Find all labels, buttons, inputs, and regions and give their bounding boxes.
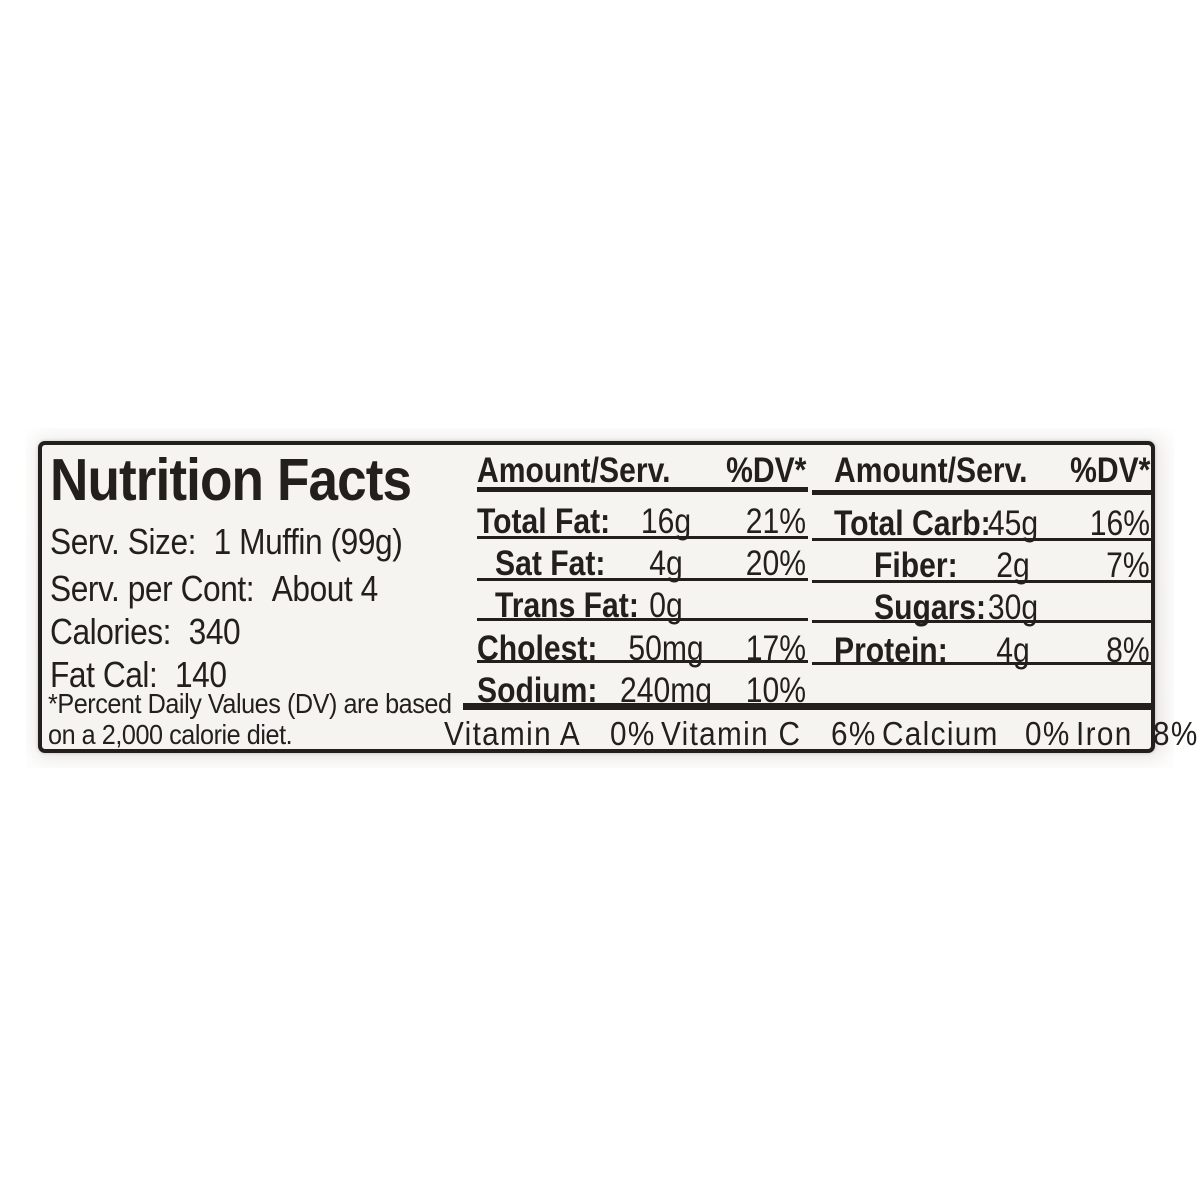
rule-sugars (812, 620, 1152, 623)
footnote-line-1: *Percent Daily Values (DV) are based (48, 688, 452, 719)
nutrition-facts-label: Nutrition Facts Serv. Size: 1 Muffin (99g… (38, 441, 1197, 753)
total-fat-row: Total Fat: 16g 21% (477, 502, 806, 541)
vitamin-a-item: Vitamin A 0% (444, 715, 656, 752)
serving-size-value: 1 Muffin (99g) (213, 521, 403, 562)
column-1-dv-header: %DV* (725, 451, 806, 490)
column-2-dv-header: %DV* (1069, 451, 1150, 490)
rule-fiber (812, 580, 1152, 583)
fiber-row: Fiber: 2g 7% (874, 546, 1150, 585)
rule-sat-fat (477, 578, 808, 581)
column-1-header: Amount/Serv. %DV* (477, 451, 808, 490)
fat-calories-value: 140 (175, 654, 227, 695)
rule-total-carb (812, 538, 1152, 541)
column-2-amount-header: Amount/Serv. (834, 451, 1028, 490)
fat-calories-row: Fat Cal: 140 (50, 654, 227, 696)
rule-above-micronutrients (463, 703, 1152, 710)
rule-total-fat (477, 536, 808, 539)
rule-trans-fat (477, 618, 808, 621)
calories-label: Calories: (50, 611, 172, 652)
serving-size-row: Serv. Size: 1 Muffin (99g) (50, 521, 403, 563)
rule-protein (812, 662, 1152, 665)
serving-size-label: Serv. Size: (50, 521, 196, 562)
servings-per-container-value: About 4 (271, 568, 379, 609)
rule-cholesterol (477, 660, 808, 663)
calcium-item: Calcium 0% (881, 715, 1072, 752)
column-1-amount-header: Amount/Serv. (477, 451, 671, 490)
column-2-header: Amount/Serv. %DV* (812, 451, 1152, 490)
header-rule-column-1 (477, 487, 808, 492)
total-carb-row: Total Carb: 45g 16% (834, 504, 1150, 543)
micronutrient-row: Vitamin A 0% Vitamin C 6% Calcium 0% Iro… (444, 715, 1197, 753)
sat-fat-row: Sat Fat: 4g 20% (495, 544, 806, 583)
servings-per-container-row: Serv. per Cont: About 4 (50, 568, 378, 610)
footnote-line-2: on a 2,000 calorie diet. (48, 719, 293, 750)
nutrition-facts-title: Nutrition Facts (50, 447, 412, 513)
vitamin-c-item: Vitamin C 6% (661, 715, 877, 752)
iron-item: Iron 8% (1076, 715, 1199, 752)
calories-value: 340 (188, 611, 241, 652)
header-rule-column-2 (812, 490, 1152, 495)
servings-per-container-label: Serv. per Cont: (50, 568, 255, 609)
calories-row: Calories: 340 (50, 611, 241, 653)
fat-calories-label: Fat Cal: (50, 654, 158, 695)
